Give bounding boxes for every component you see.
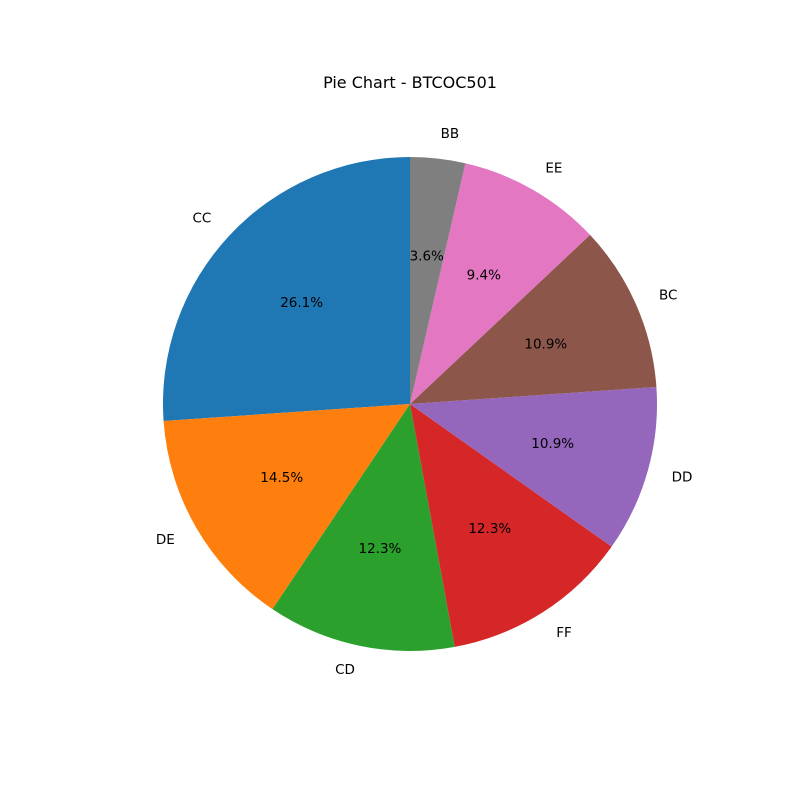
slice-label-cc: CC (192, 211, 211, 227)
slice-label-de: DE (156, 532, 175, 548)
slice-labels: CC DE CD FF DD BC EE BB (156, 126, 693, 678)
slice-label-cd: CD (335, 662, 355, 678)
percent-label-de: 14.5% (260, 470, 303, 486)
slice-label-ee: EE (545, 160, 562, 176)
percent-label-dd: 10.9% (531, 436, 574, 452)
percent-label-ff: 12.3% (468, 521, 511, 537)
percent-label-bb: 3.6% (410, 249, 444, 265)
percent-labels: 26.1% 14.5% 12.3% 12.3% 10.9% 10.9% 9.4% 3.6% (260, 249, 574, 557)
percent-label-ee: 9.4% (467, 268, 501, 284)
percent-label-cd: 12.3% (359, 541, 402, 557)
pie-slice-cd (272, 404, 455, 651)
pie-slices (163, 157, 657, 651)
pie-slice-bc (410, 234, 657, 404)
slice-label-bc: BC (659, 287, 677, 303)
pie-slice-dd (410, 386, 657, 547)
slice-label-dd: DD (672, 469, 693, 485)
pie-slice-ff (410, 404, 612, 647)
chart-title: Pie Chart - BTCOC501 (323, 73, 497, 92)
pie-slice-bb (410, 157, 466, 404)
pie-slice-de (163, 404, 410, 610)
pie-slice-ee (410, 163, 591, 404)
percent-label-cc: 26.1% (280, 295, 323, 311)
pie-slice-cc (163, 157, 410, 422)
slice-label-ff: FF (556, 625, 572, 641)
percent-label-bc: 10.9% (524, 337, 567, 353)
slice-label-bb: BB (441, 126, 460, 142)
